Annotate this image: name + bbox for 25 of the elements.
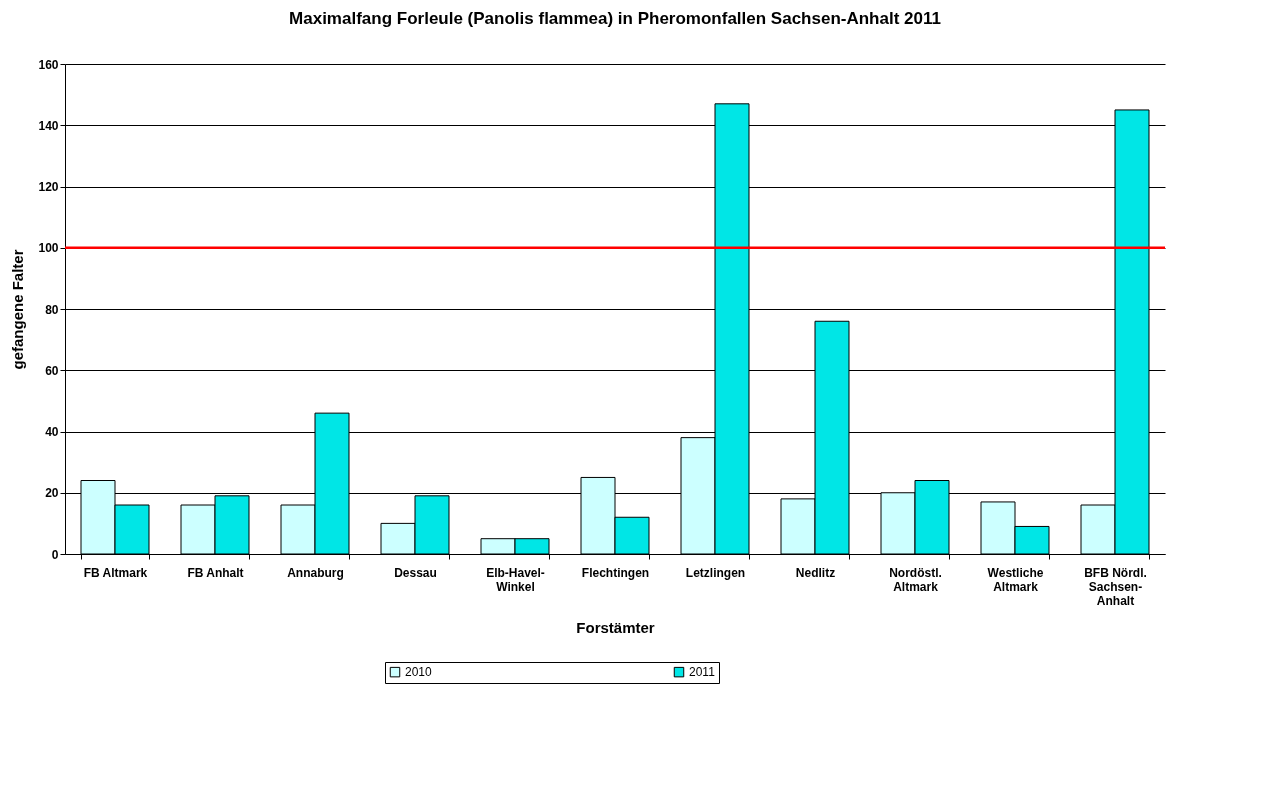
x-tick-label: BFB Nördl. Sachsen- Anhalt	[1084, 565, 1147, 608]
y-tick-label: 60	[45, 363, 59, 378]
x-tick-label: Elb-Havel- Winkel	[486, 565, 545, 594]
legend-label: 2011	[689, 665, 716, 680]
x-tick-label: Annaburg	[287, 565, 344, 580]
x-tick-label: Nordöstl. Altmark	[889, 565, 942, 594]
y-tick-label: 80	[45, 302, 59, 317]
legend-label: 2010	[405, 665, 433, 680]
x-tick-label: FB Anhalt	[187, 565, 244, 580]
x-tick-label: FB Altmark	[83, 565, 148, 580]
y-tick-label: 120	[38, 180, 59, 194]
y-tick-label: 0	[51, 547, 59, 562]
x-tick-label: Westliche Altmark	[987, 565, 1044, 594]
x-tick-label: Flechtingen	[581, 565, 650, 580]
x-tick-label: Nedlitz	[795, 565, 836, 580]
x-tick-label: Letzlingen	[685, 565, 746, 580]
chart-title: Maximalfang Forleule (Panolis flammea) in Pheromonfallen Sachsen-Anhalt 2011	[289, 9, 941, 28]
y-tick-label: 160	[38, 57, 59, 72]
x-tick-label: Dessau	[394, 565, 437, 580]
y-tick-label: 100	[38, 241, 59, 256]
y-tick-label: 40	[45, 425, 59, 439]
x-axis-title: Forstämter	[576, 618, 655, 636]
y-tick-label: 140	[38, 118, 59, 133]
y-axis-title: gefangene Falter	[9, 249, 27, 370]
y-tick-label: 20	[45, 486, 59, 501]
